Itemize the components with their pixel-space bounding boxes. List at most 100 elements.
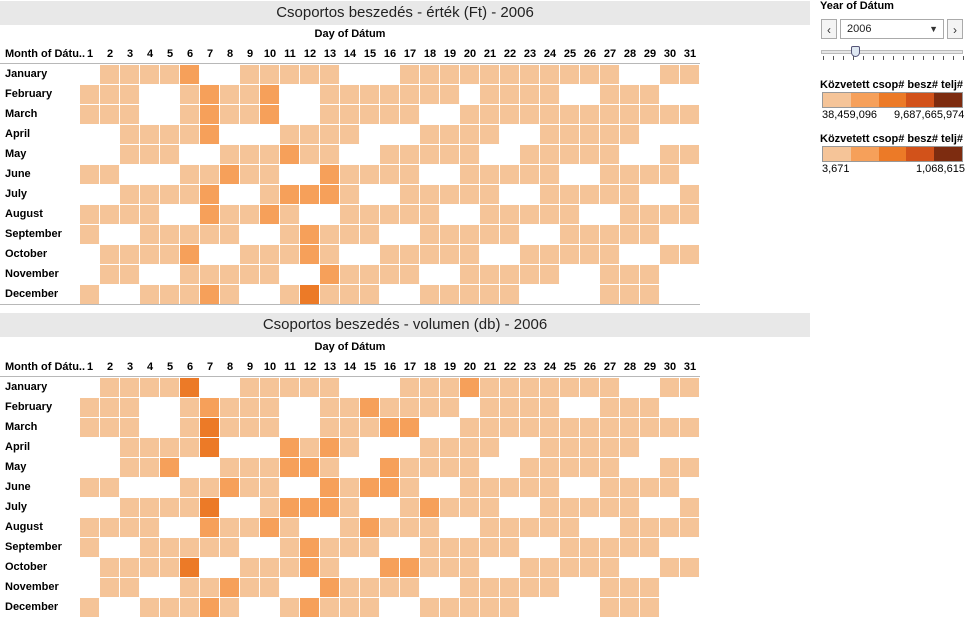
- heatmap-cell[interactable]: [260, 558, 279, 577]
- heatmap-cell[interactable]: [400, 85, 419, 104]
- heatmap-cell[interactable]: [320, 285, 339, 304]
- heatmap-cell[interactable]: [360, 598, 379, 617]
- heatmap-cell[interactable]: [100, 165, 119, 184]
- heatmap-cell[interactable]: [280, 538, 299, 557]
- heatmap-cell[interactable]: [220, 165, 239, 184]
- heatmap-cell[interactable]: [100, 65, 119, 84]
- heatmap-cell[interactable]: [660, 418, 679, 437]
- heatmap-cell[interactable]: [220, 578, 239, 597]
- heatmap-cell[interactable]: [120, 398, 139, 417]
- heatmap-cell[interactable]: [160, 598, 179, 617]
- heatmap-cell[interactable]: [480, 538, 499, 557]
- heatmap-cell[interactable]: [480, 205, 499, 224]
- heatmap-cell[interactable]: [220, 458, 239, 477]
- heatmap-cell[interactable]: [180, 125, 199, 144]
- heatmap-cell[interactable]: [460, 418, 479, 437]
- heatmap-cell[interactable]: [500, 225, 519, 244]
- heatmap-cell[interactable]: [120, 558, 139, 577]
- heatmap-cell[interactable]: [640, 205, 659, 224]
- heatmap-cell[interactable]: [540, 125, 559, 144]
- heatmap-cell[interactable]: [340, 165, 359, 184]
- heatmap-cell[interactable]: [660, 165, 679, 184]
- heatmap-cell[interactable]: [140, 538, 159, 557]
- heatmap-cell[interactable]: [520, 145, 539, 164]
- heatmap-cell[interactable]: [340, 285, 359, 304]
- heatmap-cell[interactable]: [380, 478, 399, 497]
- heatmap-cell[interactable]: [400, 245, 419, 264]
- heatmap-cell[interactable]: [100, 105, 119, 124]
- heatmap-cell[interactable]: [160, 498, 179, 517]
- heatmap-cell[interactable]: [420, 85, 439, 104]
- heatmap-cell[interactable]: [140, 378, 159, 397]
- heatmap-cell[interactable]: [560, 498, 579, 517]
- year-slider-handle[interactable]: [851, 46, 860, 57]
- heatmap-cell[interactable]: [300, 145, 319, 164]
- heatmap-cell[interactable]: [620, 205, 639, 224]
- heatmap-cell[interactable]: [440, 378, 459, 397]
- heatmap-cell[interactable]: [180, 558, 199, 577]
- heatmap-cell[interactable]: [480, 125, 499, 144]
- heatmap-cell[interactable]: [340, 518, 359, 537]
- heatmap-cell[interactable]: [300, 378, 319, 397]
- heatmap-cell[interactable]: [400, 558, 419, 577]
- heatmap-cell[interactable]: [380, 205, 399, 224]
- heatmap-cell[interactable]: [620, 125, 639, 144]
- heatmap-cell[interactable]: [360, 578, 379, 597]
- heatmap-cell[interactable]: [200, 418, 219, 437]
- heatmap-cell[interactable]: [640, 538, 659, 557]
- heatmap-cell[interactable]: [480, 438, 499, 457]
- heatmap-cell[interactable]: [680, 245, 699, 264]
- heatmap-cell[interactable]: [600, 185, 619, 204]
- heatmap-cell[interactable]: [540, 85, 559, 104]
- heatmap-cell[interactable]: [460, 458, 479, 477]
- heatmap-cell[interactable]: [420, 598, 439, 617]
- heatmap-cell[interactable]: [460, 245, 479, 264]
- heatmap-cell[interactable]: [360, 538, 379, 557]
- heatmap-cell[interactable]: [660, 245, 679, 264]
- heatmap-cell[interactable]: [160, 438, 179, 457]
- heatmap-cell[interactable]: [180, 185, 199, 204]
- heatmap-cell[interactable]: [600, 285, 619, 304]
- heatmap-cell[interactable]: [200, 578, 219, 597]
- heatmap-cell[interactable]: [220, 398, 239, 417]
- heatmap-cell[interactable]: [260, 378, 279, 397]
- heatmap-cell[interactable]: [260, 205, 279, 224]
- year-slider-track[interactable]: [821, 50, 963, 54]
- heatmap-cell[interactable]: [380, 265, 399, 284]
- heatmap-cell[interactable]: [260, 185, 279, 204]
- heatmap-cell[interactable]: [260, 145, 279, 164]
- heatmap-cell[interactable]: [380, 558, 399, 577]
- heatmap-cell[interactable]: [220, 85, 239, 104]
- heatmap-cell[interactable]: [320, 65, 339, 84]
- heatmap-cell[interactable]: [540, 418, 559, 437]
- heatmap-cell[interactable]: [240, 145, 259, 164]
- heatmap-cell[interactable]: [180, 65, 199, 84]
- heatmap-cell[interactable]: [400, 105, 419, 124]
- heatmap-cell[interactable]: [300, 125, 319, 144]
- heatmap-cell[interactable]: [440, 558, 459, 577]
- heatmap-cell[interactable]: [460, 478, 479, 497]
- heatmap-cell[interactable]: [480, 498, 499, 517]
- heatmap-cell[interactable]: [260, 578, 279, 597]
- heatmap-cell[interactable]: [480, 85, 499, 104]
- heatmap-cell[interactable]: [220, 225, 239, 244]
- heatmap-cell[interactable]: [580, 418, 599, 437]
- heatmap-cell[interactable]: [80, 398, 99, 417]
- heatmap-cell[interactable]: [460, 598, 479, 617]
- heatmap-cell[interactable]: [260, 105, 279, 124]
- heatmap-cell[interactable]: [120, 125, 139, 144]
- heatmap-cell[interactable]: [300, 225, 319, 244]
- heatmap-cell[interactable]: [180, 418, 199, 437]
- heatmap-cell[interactable]: [520, 205, 539, 224]
- heatmap-cell[interactable]: [140, 205, 159, 224]
- heatmap-cell[interactable]: [600, 165, 619, 184]
- heatmap-cell[interactable]: [660, 65, 679, 84]
- heatmap-cell[interactable]: [300, 598, 319, 617]
- heatmap-cell[interactable]: [500, 285, 519, 304]
- heatmap-cell[interactable]: [520, 398, 539, 417]
- heatmap-cell[interactable]: [460, 185, 479, 204]
- heatmap-cell[interactable]: [300, 185, 319, 204]
- heatmap-cell[interactable]: [400, 145, 419, 164]
- heatmap-cell[interactable]: [460, 105, 479, 124]
- heatmap-cell[interactable]: [600, 418, 619, 437]
